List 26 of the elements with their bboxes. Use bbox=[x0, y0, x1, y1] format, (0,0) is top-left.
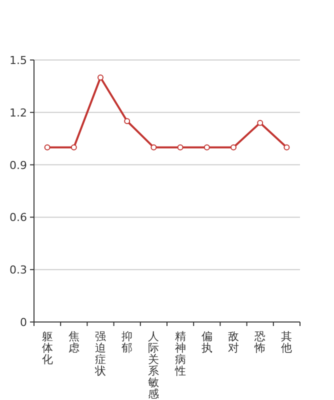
point bbox=[70, 144, 77, 150]
y-tick-label: 1.5 bbox=[10, 54, 27, 67]
point bbox=[284, 144, 290, 150]
x-tick-label: 人际关系敏感 bbox=[148, 330, 160, 400]
point bbox=[257, 120, 264, 126]
y-tick-label: 0.6 bbox=[10, 211, 27, 224]
x-tick-label: 抑郁 bbox=[122, 330, 133, 354]
x-tick-label: 精神病性 bbox=[174, 330, 186, 378]
point bbox=[230, 144, 236, 150]
point bbox=[44, 144, 50, 150]
x-tick-label: 其他 bbox=[281, 330, 292, 354]
y-tick-label: 1.2 bbox=[10, 106, 27, 120]
point bbox=[124, 118, 130, 124]
y-tick-label: 0.9 bbox=[10, 158, 27, 172]
y-tick-label: 0 bbox=[20, 316, 27, 329]
point bbox=[177, 144, 184, 150]
point bbox=[150, 144, 157, 150]
x-tick-label: 偏执 bbox=[201, 330, 212, 354]
x-tick-label: 敌对 bbox=[228, 330, 239, 354]
point bbox=[204, 144, 210, 150]
x-tick-label: 焦虑 bbox=[68, 330, 80, 354]
x-tick-label: 躯体化 bbox=[42, 330, 53, 366]
y-tick-label: 0.3 bbox=[10, 264, 27, 277]
point bbox=[98, 74, 104, 80]
x-tick-label: 强迫症状 bbox=[94, 330, 106, 378]
x-tick-label: 恐怖 bbox=[254, 330, 266, 354]
